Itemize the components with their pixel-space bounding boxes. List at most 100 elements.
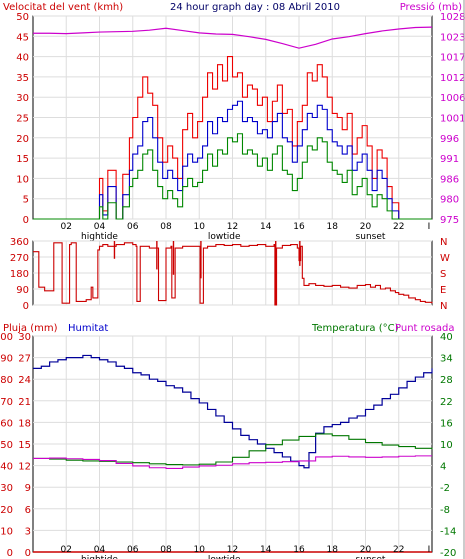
humidity-axis-tick: 30	[18, 332, 31, 343]
pressure-axis-tick: 1001	[440, 114, 465, 125]
time-tick-label: 18	[327, 222, 339, 232]
event-label-sunset: sunset	[356, 555, 386, 559]
time-tick-label: 08	[160, 222, 172, 232]
rain-label: Pluja (mm)	[3, 323, 58, 334]
event-label-sunset: sunset	[356, 232, 386, 242]
temperature-axis-tick: 10	[440, 440, 453, 451]
wind-axis-tick: 25	[16, 114, 29, 125]
temperature-axis-tick: 34	[440, 354, 453, 365]
wind-pressure-panel: 0 5 10 15 20 25 30 35 40 45 50 975 980 986 991 996 1001…	[16, 12, 465, 242]
pressure-axis-tick: 1023	[440, 32, 465, 43]
humidity-axis-tick: 9	[25, 483, 31, 494]
event-label-hightide: hightide	[81, 555, 118, 559]
compass-tick: S	[440, 269, 446, 280]
rain-axis-tick: 70	[0, 397, 13, 408]
temperature-axis-tick: 16	[440, 418, 453, 429]
time-tick-label: 12	[227, 222, 238, 232]
rain-axis-tick: 100	[0, 332, 13, 343]
time-tick-label: 20	[360, 222, 372, 232]
humidity-axis-tick: 15	[18, 440, 31, 451]
humidity-axis-tick: 3	[25, 526, 31, 537]
time-tick-label: 10	[194, 545, 206, 555]
temperature-axis-tick: 28	[440, 375, 453, 386]
time-tick-label: 14	[260, 222, 272, 232]
temperature-axis-tick: 22	[440, 397, 453, 408]
pressure-axis-tick: 986	[440, 174, 459, 185]
time-tick-label: 06	[127, 222, 139, 232]
temperature-axis-tick: 40	[440, 332, 453, 343]
compass-tick: E	[440, 285, 446, 296]
time-tick-label: 22	[393, 545, 404, 555]
wind-axis-tick: 0	[23, 215, 29, 226]
time-tick-label: 16	[293, 222, 305, 232]
time-tick-label: 14	[260, 545, 272, 555]
temperature-axis-tick: -2	[440, 483, 450, 494]
time-tick-label: 16	[293, 545, 305, 555]
time-tick-label: 04	[94, 545, 106, 555]
time-tick-label: 08	[160, 545, 172, 555]
dewpoint-series	[33, 455, 432, 470]
wind-gust-series	[33, 56, 432, 220]
temperature-label: Temperatura (°C)	[311, 323, 399, 334]
rain-axis-tick: 40	[0, 462, 13, 473]
wind-axis-tick: 50	[16, 12, 29, 23]
pressure-series	[33, 26, 433, 49]
wind-axis-tick: 10	[16, 174, 29, 185]
graph-title: 24 hour graph day : 08 Abril 2010	[170, 2, 340, 13]
time-tick-end: I	[428, 222, 431, 232]
time-tick-end: I	[428, 545, 431, 555]
pressure-axis-tick: 1028	[440, 12, 465, 23]
rain-axis-tick: 60	[0, 418, 13, 429]
wind-axis-tick: 30	[16, 93, 29, 104]
rain-axis-tick: 10	[0, 526, 13, 537]
time-tick-label: 06	[127, 545, 139, 555]
temperature-axis-tick: -8	[440, 505, 450, 516]
rain-axis-tick: 90	[0, 354, 13, 365]
rain-axis-tick: 50	[0, 440, 13, 451]
wind-speed-label: Velocitat del vent (kmh)	[3, 2, 123, 13]
temperature-axis-tick: -14	[440, 526, 456, 537]
pressure-axis-tick: 980	[440, 195, 459, 206]
direction-axis-tick: 0	[23, 301, 29, 312]
time-tick-label: 18	[327, 545, 339, 555]
wind-green-series	[33, 133, 432, 220]
humidity-axis-tick: 6	[25, 505, 31, 516]
compass-tick: N	[440, 237, 447, 248]
humidity-axis-tick: 24	[18, 375, 31, 386]
event-label-lowtide: lowtide	[208, 555, 241, 559]
pressure-axis-tick: 996	[440, 134, 459, 145]
direction-axis-tick: 270	[10, 253, 29, 264]
compass-tick: N	[440, 301, 447, 312]
humidity-axis-tick: 21	[18, 397, 31, 408]
wind-direction-series	[33, 242, 433, 306]
temperature-axis-tick: -20	[440, 548, 456, 559]
wind-axis-tick: 5	[23, 195, 29, 206]
wind-axis-tick: 15	[16, 154, 29, 165]
pressure-axis-tick: 991	[440, 154, 459, 165]
temperature-axis-tick: 4	[440, 462, 446, 473]
time-tick-label: 10	[194, 222, 206, 232]
humidity-temperature-panel: 0 10 20 30 40 50 60 70 80 90 100 0 3 6 9 12 15 18 21 24 27 30…	[0, 332, 456, 559]
rain-axis-tick: 30	[0, 483, 13, 494]
direction-axis-tick: 90	[16, 285, 29, 296]
pressure-axis-tick: 1006	[440, 93, 465, 104]
direction-axis-tick: 360	[10, 237, 29, 248]
time-tick-label: 12	[227, 545, 238, 555]
time-tick-label: 20	[360, 545, 372, 555]
humidity-axis-tick: 27	[18, 354, 31, 365]
temperature-series	[33, 433, 433, 466]
pressure-label: Pressió (mb)	[400, 1, 462, 13]
wind-axis-tick: 35	[16, 73, 29, 84]
humidity-label: Humitat	[68, 323, 108, 334]
compass-tick: W	[440, 253, 450, 264]
event-label-lowtide: lowtide	[208, 232, 241, 242]
event-label-hightide: hightide	[81, 232, 118, 242]
rain-axis-tick: 20	[0, 505, 13, 516]
wind-axis-tick: 45	[16, 32, 29, 43]
time-tick-label: 22	[393, 222, 404, 232]
pressure-axis-tick: 1012	[440, 73, 465, 84]
wind-axis-tick: 40	[16, 53, 29, 64]
rain-axis-tick: 0	[7, 548, 13, 559]
